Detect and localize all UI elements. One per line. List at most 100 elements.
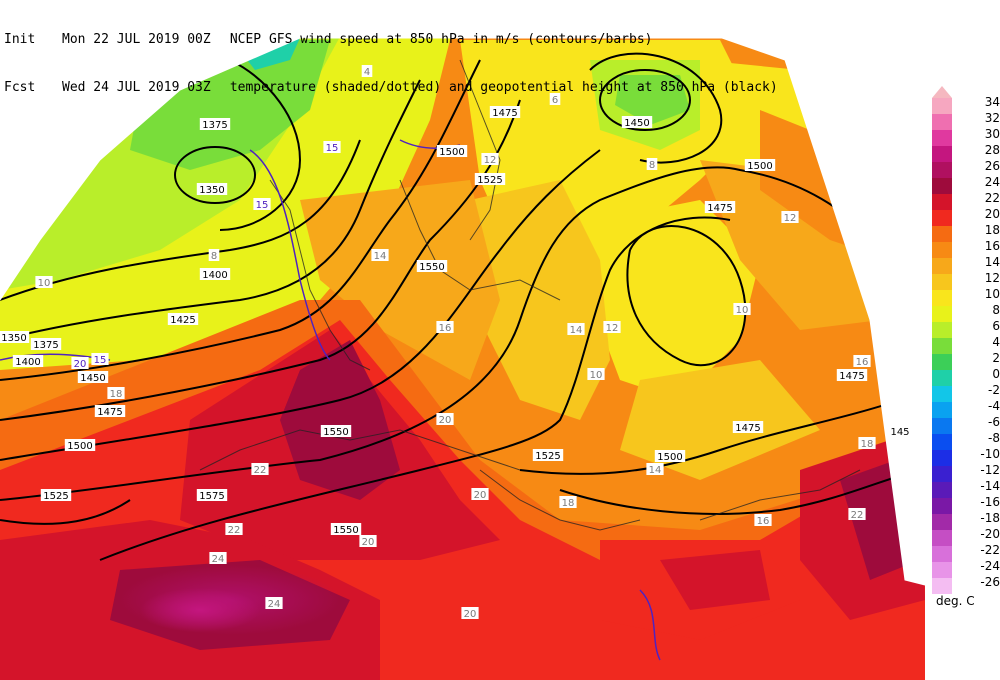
height-label: 1475	[97, 407, 122, 418]
wind-label: 20	[74, 359, 87, 370]
temperature-label: 16	[856, 357, 869, 368]
height-label: 1350	[1, 333, 26, 344]
colorbar-swatch	[932, 162, 952, 178]
colorbar-swatch	[932, 194, 952, 210]
temperature-label: 12	[784, 213, 797, 224]
height-label-bg	[732, 421, 764, 433]
colorbar-label: -10	[980, 447, 1000, 461]
height-label-bg	[436, 145, 468, 157]
temperature-label-bg	[371, 249, 389, 261]
height-label-bg	[654, 450, 686, 462]
height-label-bg	[77, 371, 109, 383]
colorbar-label: 10	[984, 287, 1000, 301]
colorbar-label: 8	[992, 303, 1000, 317]
temperature-label-bg	[209, 552, 227, 564]
height-label-bg	[196, 183, 228, 195]
temperature-label: 16	[439, 323, 452, 334]
colorbar-swatch	[932, 354, 952, 370]
wind-label-bg	[323, 141, 341, 153]
temperature-label: 8	[649, 160, 655, 171]
colorbar-swatch	[932, 306, 952, 322]
temperature-label: 18	[861, 439, 874, 450]
height-label: 1475	[839, 371, 864, 382]
height-label: 1475	[735, 423, 760, 434]
temperature-label-bg	[35, 276, 53, 288]
height-label-bg	[320, 425, 352, 437]
temperature-label: 10	[736, 305, 749, 316]
colorbar-label: -14	[980, 479, 1000, 493]
wind-label-bg	[253, 198, 271, 210]
height-label-bg	[704, 201, 736, 213]
colorbar-swatch	[932, 482, 952, 498]
temperature-label: 20	[474, 490, 487, 501]
colorbar-swatch	[932, 386, 952, 402]
temperature-label-bg	[251, 463, 269, 475]
temperature-label-bg	[361, 65, 373, 77]
height-label: 1475	[492, 108, 517, 119]
height-label-bg	[64, 439, 96, 451]
height-label: 1550	[333, 525, 358, 536]
colorbar-swatch	[932, 530, 952, 546]
colorbar-swatch	[932, 242, 952, 258]
height-label-bg	[474, 173, 506, 185]
height-label-bg	[416, 260, 448, 272]
colorbar-swatch	[932, 578, 952, 594]
colorbar-swatch	[932, 466, 952, 482]
wind-label-bg	[71, 357, 89, 369]
height-label: 1500	[657, 452, 682, 463]
temperature-label-bg	[853, 355, 871, 367]
temperature-label-bg	[559, 496, 577, 508]
colorbar-label: 18	[984, 223, 1000, 237]
height-label: 1500	[67, 441, 92, 452]
temperature-label: 22	[228, 525, 241, 536]
temperature-label: 10	[590, 370, 603, 381]
colorbar: 34 32 30 28 26 24 22 20 18 16 14 12 10 8 6 4 2 0 -2 -4 -6 -8-…	[928, 84, 1000, 644]
height-label: 1400	[15, 357, 40, 368]
height-label: 1550	[419, 262, 444, 273]
colorbar-label: -24	[980, 559, 1000, 573]
temperature-label: 14	[570, 325, 583, 336]
temperature-label-bg	[646, 158, 658, 170]
temperature-label: 18	[562, 498, 575, 509]
temperature-label-bg	[208, 249, 220, 261]
temperature-label: 10	[38, 278, 51, 289]
colorbar-label: 4	[992, 335, 1000, 349]
colorbar-swatch	[932, 258, 952, 274]
wind-label: 15	[256, 200, 269, 211]
colorbar-label: 32	[984, 111, 1000, 125]
colorbar-swatch	[932, 402, 952, 418]
colorbar-swatch	[932, 546, 952, 562]
coastlines	[199, 59, 861, 531]
colorbar-label: -18	[980, 511, 1000, 525]
title-line-1: NCEP GFS wind speed at 850 hPa in m/s (c…	[229, 32, 653, 47]
temperature-label-bg	[646, 463, 664, 475]
wind-labels: 15 20 15 15	[71, 141, 341, 370]
colorbar-label: 0	[992, 367, 1000, 381]
temperature-label: 22	[254, 465, 267, 476]
colorbar-label: -20	[980, 527, 1000, 541]
height-label: 1525	[477, 175, 502, 186]
height-label: 1400	[202, 270, 227, 281]
colorbar-swatch	[932, 178, 952, 194]
height-label: 1525	[535, 451, 560, 462]
temperature-label-bg	[481, 153, 499, 165]
wind-label-bg	[91, 353, 109, 365]
height-label-bg	[888, 425, 912, 437]
height-label-bg	[40, 489, 72, 501]
colorbar-label: -6	[988, 415, 1000, 429]
colorbar-swatch	[932, 322, 952, 338]
temperature-label-bg	[858, 437, 876, 449]
temperature-label-bg	[461, 607, 479, 619]
init-value: Mon 22 JUL 2019 00Z	[62, 32, 211, 47]
colorbar-swatch	[932, 338, 952, 354]
height-label: 1450	[80, 373, 105, 384]
colorbar-label: 26	[984, 159, 1000, 173]
height-label: 1550	[323, 427, 348, 438]
temperature-label-bg	[781, 211, 799, 223]
height-label-bg	[489, 106, 521, 118]
height-label: 1500	[439, 147, 464, 158]
colorbar-label: -2	[988, 383, 1000, 397]
temperature-label-bg	[436, 321, 454, 333]
